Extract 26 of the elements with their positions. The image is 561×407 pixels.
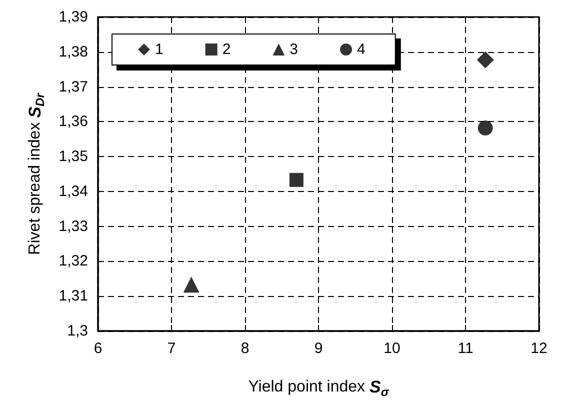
y-tick-label: 1,3 [67, 322, 88, 340]
x-tick-label: 10 [384, 340, 400, 357]
point [289, 172, 304, 187]
y-tick-label: 1,39 [58, 8, 88, 26]
y-tick-label: 1,34 [58, 182, 88, 200]
legend-label: 3 [290, 41, 298, 58]
legend-label: 1 [155, 41, 164, 58]
y-tick-label: 1,33 [58, 218, 88, 235]
x-tick-label: 7 [167, 340, 176, 357]
point [183, 276, 200, 293]
legend-label: 2 [222, 41, 231, 58]
point [476, 51, 494, 68]
y-tick-label: 1,31 [58, 288, 88, 305]
x-tick-label: 8 [240, 340, 250, 357]
y-tick-label: 1,36 [58, 113, 88, 130]
point [478, 120, 493, 136]
x-tick-label: 12 [530, 340, 548, 357]
y-tick-label: 1,38 [58, 43, 88, 60]
x-tick-label: 9 [314, 340, 323, 357]
x-tick-label: 6 [94, 340, 102, 357]
x-tick-label: 11 [458, 340, 474, 357]
y-tick-label: 1,35 [58, 148, 88, 166]
y-axis-title: Rivet spread index SDr [26, 92, 47, 255]
legend-label: 4 [357, 41, 366, 58]
y-tick-label: 1,37 [58, 78, 88, 96]
y-tick-label: 1,32 [58, 252, 88, 270]
